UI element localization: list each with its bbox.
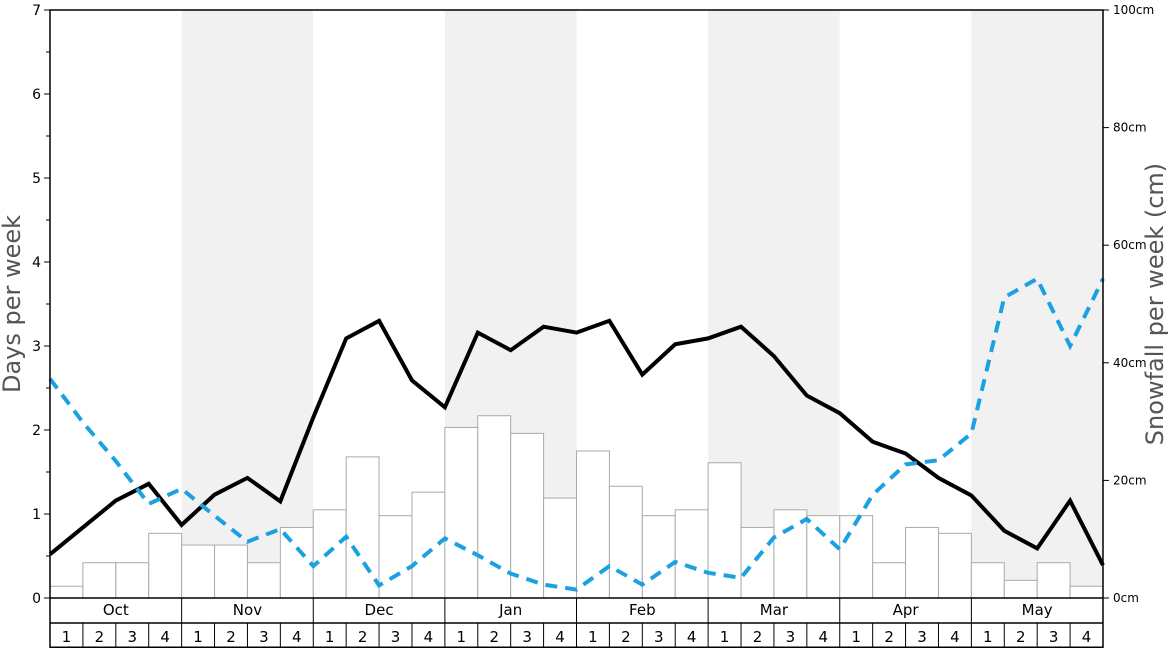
week-label: 4 xyxy=(1082,628,1092,646)
week-label: 4 xyxy=(424,628,434,646)
snowfall-bar xyxy=(378,515,413,599)
week-label: 1 xyxy=(193,628,203,646)
left-tick-label: 7 xyxy=(32,3,41,19)
week-label: 1 xyxy=(457,628,467,646)
week-label: 4 xyxy=(687,628,697,646)
snowfall-bar xyxy=(707,462,742,599)
week-label: 3 xyxy=(1049,628,1059,646)
week-label: 4 xyxy=(950,628,960,646)
month-label: Feb xyxy=(629,601,656,619)
snowfall-bar xyxy=(246,562,281,599)
week-label: 2 xyxy=(358,628,368,646)
week-label: 3 xyxy=(259,628,269,646)
snowfall-bar xyxy=(905,526,939,599)
right-tick-label: 20cm xyxy=(1113,473,1147,487)
week-label: 2 xyxy=(489,628,499,646)
week-label: 4 xyxy=(819,628,829,646)
snowfall-bar xyxy=(937,532,972,599)
week-label: 3 xyxy=(391,628,401,646)
snowfall-bar xyxy=(477,415,512,599)
snowfall-bar xyxy=(543,497,577,599)
left-tick-label: 2 xyxy=(32,423,41,439)
week-label: 4 xyxy=(292,628,302,646)
right-tick-label: 0cm xyxy=(1113,591,1139,605)
week-label: 1 xyxy=(851,628,861,646)
week-label: 2 xyxy=(95,628,105,646)
month-label: Dec xyxy=(365,601,394,619)
dashed-line-series xyxy=(48,276,1105,592)
snowfall-bars xyxy=(49,415,1104,599)
left-tick-label: 5 xyxy=(32,171,41,187)
month-label: Apr xyxy=(893,601,920,619)
week-label: 1 xyxy=(720,628,730,646)
left-axis: 0 1 2 3 4 5 6 7 xyxy=(32,3,50,607)
snowfall-bar xyxy=(1003,579,1038,599)
month-band xyxy=(181,10,314,598)
week-label: 2 xyxy=(753,628,763,646)
snowfall-bar xyxy=(674,509,709,599)
week-label: 3 xyxy=(127,628,137,646)
week-label: 4 xyxy=(160,628,170,646)
snowfall-bar xyxy=(773,509,808,599)
snowfall-bar xyxy=(872,562,907,599)
week-label: 2 xyxy=(884,628,894,646)
left-tick-label: 4 xyxy=(32,255,41,271)
right-axis: 0cm 20cm 40cm 60cm 80cm 100cm xyxy=(1103,3,1154,605)
week-label: 1 xyxy=(983,628,993,646)
week-label: 1 xyxy=(62,628,72,646)
snowfall-bar xyxy=(279,526,314,599)
month-label: Oct xyxy=(103,601,129,619)
week-label: 2 xyxy=(1016,628,1026,646)
month-label: Mar xyxy=(760,601,789,619)
snowfall-bar xyxy=(444,426,479,599)
right-tick-label: 60cm xyxy=(1113,238,1147,252)
snowfall-bar xyxy=(181,544,216,599)
week-label: 3 xyxy=(917,628,927,646)
y-axis-label-left: Days per week xyxy=(0,215,26,393)
snowfall-bar xyxy=(82,562,117,599)
snowfall-bar xyxy=(510,432,545,599)
series-lines xyxy=(48,276,1105,592)
snowfall-bar xyxy=(1069,585,1104,599)
week-label: 3 xyxy=(522,628,532,646)
snowfall-bar xyxy=(1036,562,1071,599)
snowfall-bar xyxy=(576,450,610,599)
week-label: 2 xyxy=(621,628,631,646)
week-label: 1 xyxy=(588,628,598,646)
week-label: 2 xyxy=(226,628,236,646)
y-axis-label-right: Snowfall per week (cm) xyxy=(1141,163,1168,445)
x-axis: Oct 1 2 3 4 Nov 1 2 3 4 Dec 1 2 3 4 Jan 1 2 3 4 Feb 1 2 3 4 Mar 1 2… xyxy=(49,598,1104,648)
week-label: 1 xyxy=(325,628,335,646)
week-label: 4 xyxy=(555,628,565,646)
snowfall-bar xyxy=(345,456,380,599)
week-label: 3 xyxy=(654,628,664,646)
snowfall-bar xyxy=(806,515,841,599)
solid-line-series xyxy=(48,318,1105,567)
snowfall-bar xyxy=(148,532,183,599)
month-label: Jan xyxy=(498,601,522,619)
right-tick-label: 80cm xyxy=(1113,121,1147,135)
snowfall-bar xyxy=(740,526,775,599)
month-label: Nov xyxy=(233,601,262,619)
left-tick-label: 0 xyxy=(32,591,41,607)
snowfall-bar xyxy=(115,562,150,599)
snowfall-bar xyxy=(49,585,84,599)
snowfall-bar xyxy=(839,515,874,599)
left-tick-label: 3 xyxy=(32,339,41,355)
left-tick-label: 6 xyxy=(32,87,41,103)
snowfall-bar xyxy=(970,562,1005,599)
right-tick-label: 100cm xyxy=(1113,3,1154,17)
right-tick-label: 40cm xyxy=(1113,356,1147,370)
left-tick-label: 1 xyxy=(32,507,41,523)
month-band xyxy=(50,10,182,598)
snowfall-bar xyxy=(641,515,676,599)
snowfall-bar xyxy=(214,544,248,599)
month-band xyxy=(839,10,972,598)
week-label: 3 xyxy=(786,628,796,646)
month-band xyxy=(971,10,1103,598)
month-label: May xyxy=(1022,601,1053,619)
